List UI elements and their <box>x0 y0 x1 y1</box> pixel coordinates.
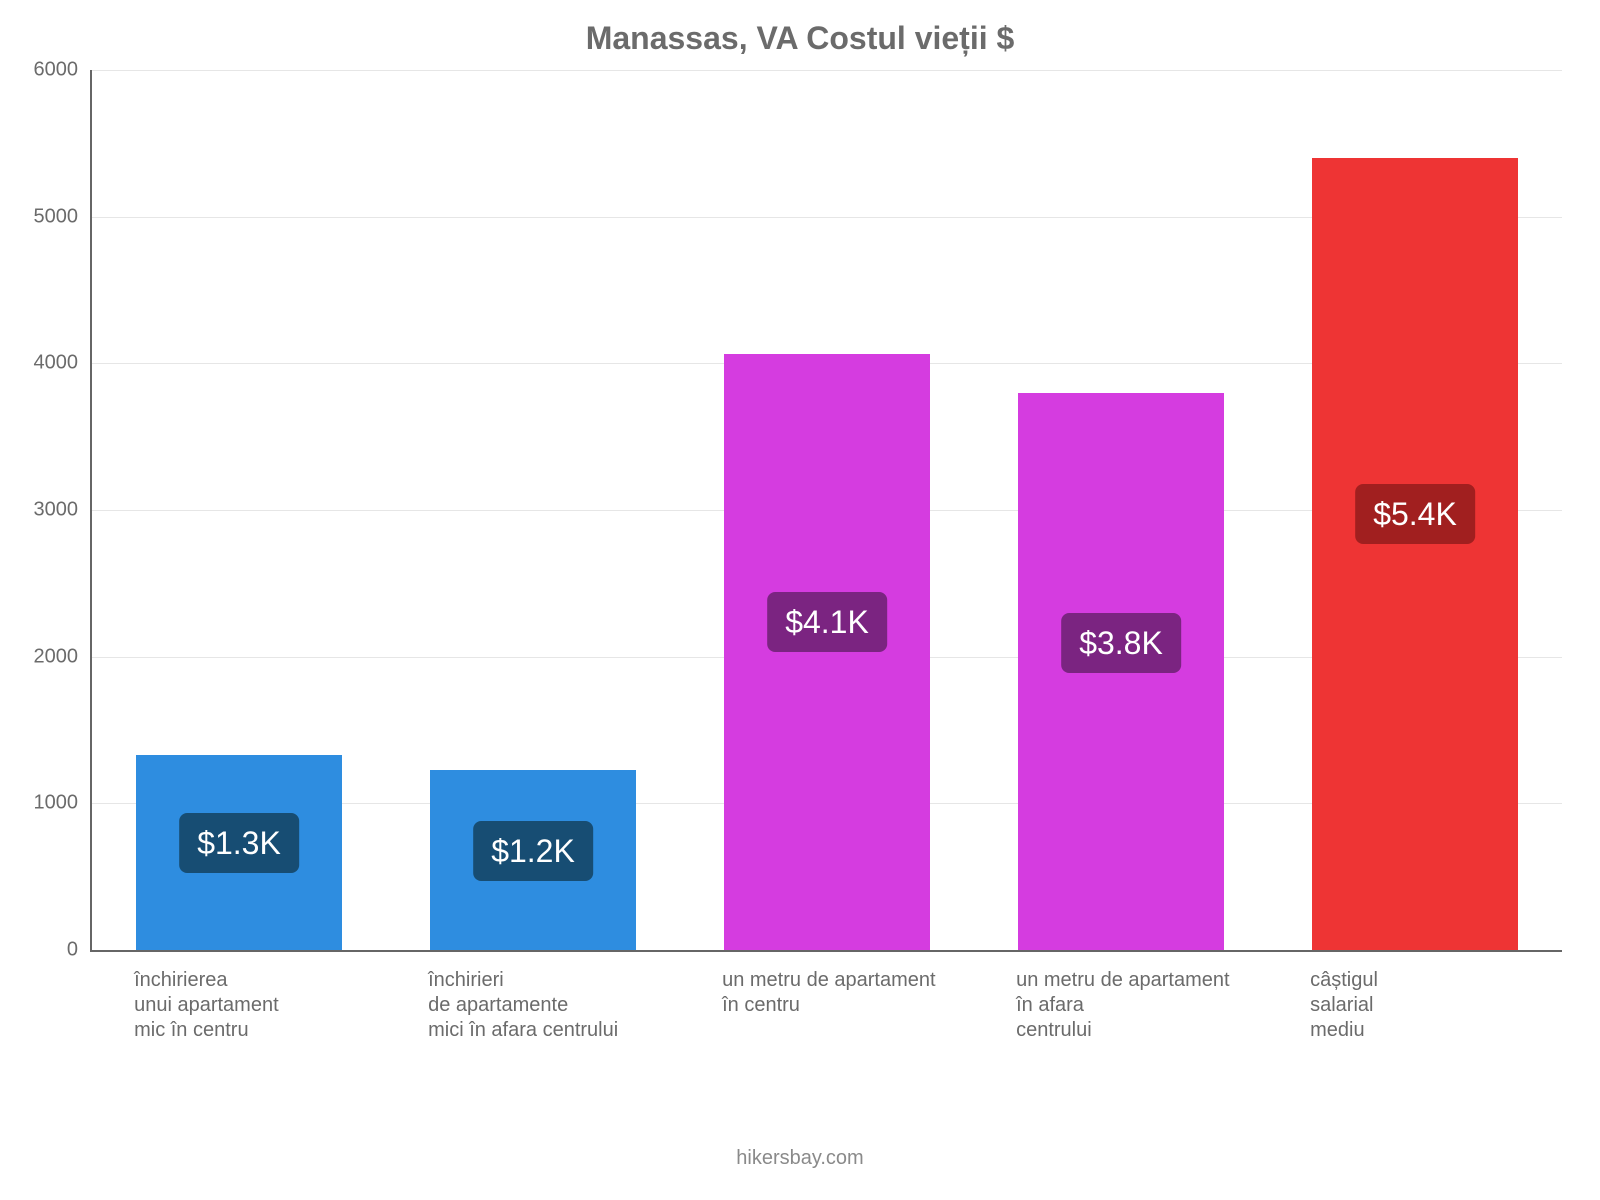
y-tick-label: 2000 <box>34 645 79 668</box>
bar-value-label: $4.1K <box>767 592 887 652</box>
y-tick-label: 4000 <box>34 352 79 375</box>
x-tick-label: câștigul salarial mediu <box>1310 968 1378 1043</box>
x-tick-label: un metru de apartament în centru <box>722 968 935 1018</box>
bar-value-label: $1.2K <box>473 821 593 881</box>
y-tick-label: 6000 <box>34 59 79 82</box>
gridline <box>92 70 1562 71</box>
y-tick-label: 1000 <box>34 792 79 815</box>
chart-container: Manassas, VA Costul vieții $ 0 1000 2000 30… <box>0 0 1600 1200</box>
bar <box>1312 158 1518 950</box>
y-tick-label: 0 <box>67 939 78 962</box>
x-tick-label: închirieri de apartamente mici în afara … <box>428 968 618 1043</box>
chart-title: Manassas, VA Costul vieții $ <box>0 20 1600 57</box>
attribution: hikersbay.com <box>0 1147 1600 1170</box>
plot-area: 0100020003000400050006000$1.3K$1.2K$4.1K… <box>90 70 1562 952</box>
y-tick-label: 3000 <box>34 499 79 522</box>
y-tick-label: 5000 <box>34 205 79 228</box>
bar-value-label: $1.3K <box>179 813 299 873</box>
x-tick-label: un metru de apartament în afara centrulu… <box>1016 968 1229 1043</box>
bar-value-label: $5.4K <box>1355 484 1475 544</box>
x-tick-label: închirierea unui apartament mic în centr… <box>134 968 279 1043</box>
bar-value-label: $3.8K <box>1061 613 1181 673</box>
